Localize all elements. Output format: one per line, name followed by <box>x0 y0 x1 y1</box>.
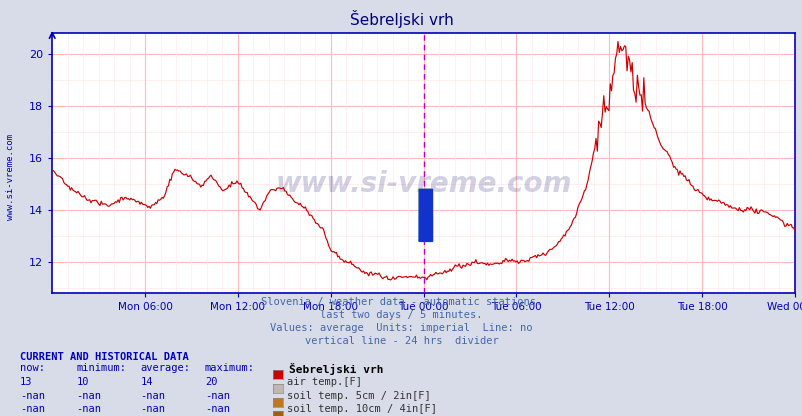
Text: Šebreljski vrh: Šebreljski vrh <box>349 10 453 28</box>
Polygon shape <box>419 215 432 241</box>
Polygon shape <box>419 189 432 241</box>
Text: 10: 10 <box>76 377 89 387</box>
Text: vertical line - 24 hrs  divider: vertical line - 24 hrs divider <box>304 336 498 346</box>
Text: -nan: -nan <box>76 404 101 414</box>
Text: Šebreljski vrh: Šebreljski vrh <box>289 363 383 375</box>
Text: -nan: -nan <box>205 391 229 401</box>
Text: -nan: -nan <box>76 391 101 401</box>
Text: last two days / 5 minutes.: last two days / 5 minutes. <box>320 310 482 320</box>
Text: now:: now: <box>20 363 45 373</box>
Text: minimum:: minimum: <box>76 363 126 373</box>
Text: -nan: -nan <box>20 404 45 414</box>
Text: -nan: -nan <box>140 404 165 414</box>
Text: -nan: -nan <box>140 391 165 401</box>
Polygon shape <box>419 189 432 215</box>
Text: -nan: -nan <box>205 404 229 414</box>
Text: www.si-vreme.com: www.si-vreme.com <box>275 170 571 198</box>
Text: air temp.[F]: air temp.[F] <box>287 377 362 387</box>
Text: 14: 14 <box>140 377 153 387</box>
Text: maximum:: maximum: <box>205 363 254 373</box>
Text: average:: average: <box>140 363 190 373</box>
Text: Slovenia / weather data - automatic stations.: Slovenia / weather data - automatic stat… <box>261 297 541 307</box>
Text: 20: 20 <box>205 377 217 387</box>
Text: www.si-vreme.com: www.si-vreme.com <box>6 134 15 220</box>
Text: soil temp. 10cm / 4in[F]: soil temp. 10cm / 4in[F] <box>287 404 437 414</box>
Text: Values: average  Units: imperial  Line: no: Values: average Units: imperial Line: no <box>270 323 532 333</box>
Text: soil temp. 5cm / 2in[F]: soil temp. 5cm / 2in[F] <box>287 391 431 401</box>
Text: 13: 13 <box>20 377 33 387</box>
Text: CURRENT AND HISTORICAL DATA: CURRENT AND HISTORICAL DATA <box>20 352 188 362</box>
Text: -nan: -nan <box>20 391 45 401</box>
Polygon shape <box>419 189 432 241</box>
